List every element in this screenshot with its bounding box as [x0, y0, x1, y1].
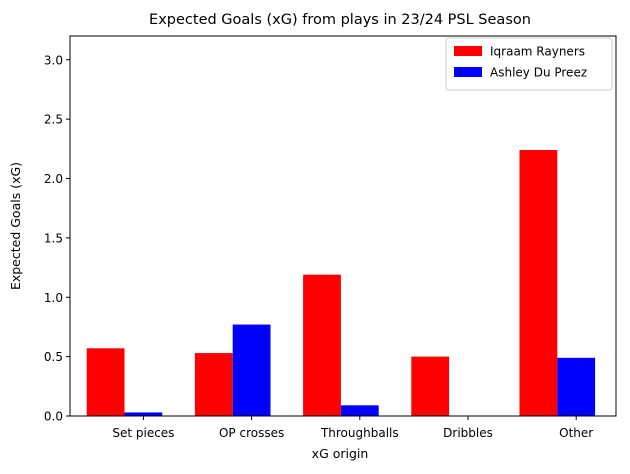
x-tick-label: OP crosses	[219, 426, 284, 440]
bar-series2-2	[340, 405, 379, 416]
bar-series1-2	[303, 274, 341, 416]
axes-group	[69, 35, 617, 417]
x-tick-label: Dribbles	[443, 426, 493, 440]
plot-frame	[69, 35, 617, 417]
y-tick-label: 1.0	[44, 291, 63, 305]
bar-series2-1	[232, 324, 271, 416]
y-tick-label: 2.5	[44, 113, 63, 127]
bar-series1-1	[194, 353, 233, 416]
x-tick-label: Throughballs	[320, 426, 399, 440]
y-tick-label: 3.0	[44, 53, 63, 67]
chart-title: Expected Goals (xG) from plays in 23/24 …	[149, 12, 531, 28]
x-ticks-group: Set pieces OP crosses Throughballs Dribbles…	[112, 416, 593, 440]
bar-series2-4	[557, 357, 596, 416]
legend-frame	[445, 37, 613, 91]
legend: Iqraam Rayners Ashley Du Preez	[445, 37, 613, 91]
x-axis-label: xG origin	[312, 446, 369, 461]
legend-swatch-series2	[454, 67, 482, 77]
y-ticks-group: 0.0 0.5 1.0 1.5 2.0 2.5 3.0	[44, 53, 70, 424]
y-tick-label: 0.0	[44, 410, 63, 424]
y-tick-label: 1.5	[44, 231, 63, 245]
y-tick-label: 0.5	[44, 350, 63, 364]
bars-group	[86, 150, 596, 417]
y-axis-label: Expected Goals (xG)	[8, 162, 23, 290]
bar-series2-0	[124, 412, 163, 416]
legend-label-series2: Ashley Du Preez	[490, 66, 587, 80]
x-tick-label: Other	[559, 426, 593, 440]
legend-label-series1: Iqraam Rayners	[490, 45, 585, 59]
x-tick-label: Set pieces	[112, 426, 174, 440]
legend-swatch-series1	[454, 46, 482, 56]
bar-series1-0	[86, 348, 125, 416]
bar-series1-4	[519, 150, 558, 416]
y-tick-label: 2.0	[44, 172, 63, 186]
bar-series1-3	[411, 356, 450, 417]
